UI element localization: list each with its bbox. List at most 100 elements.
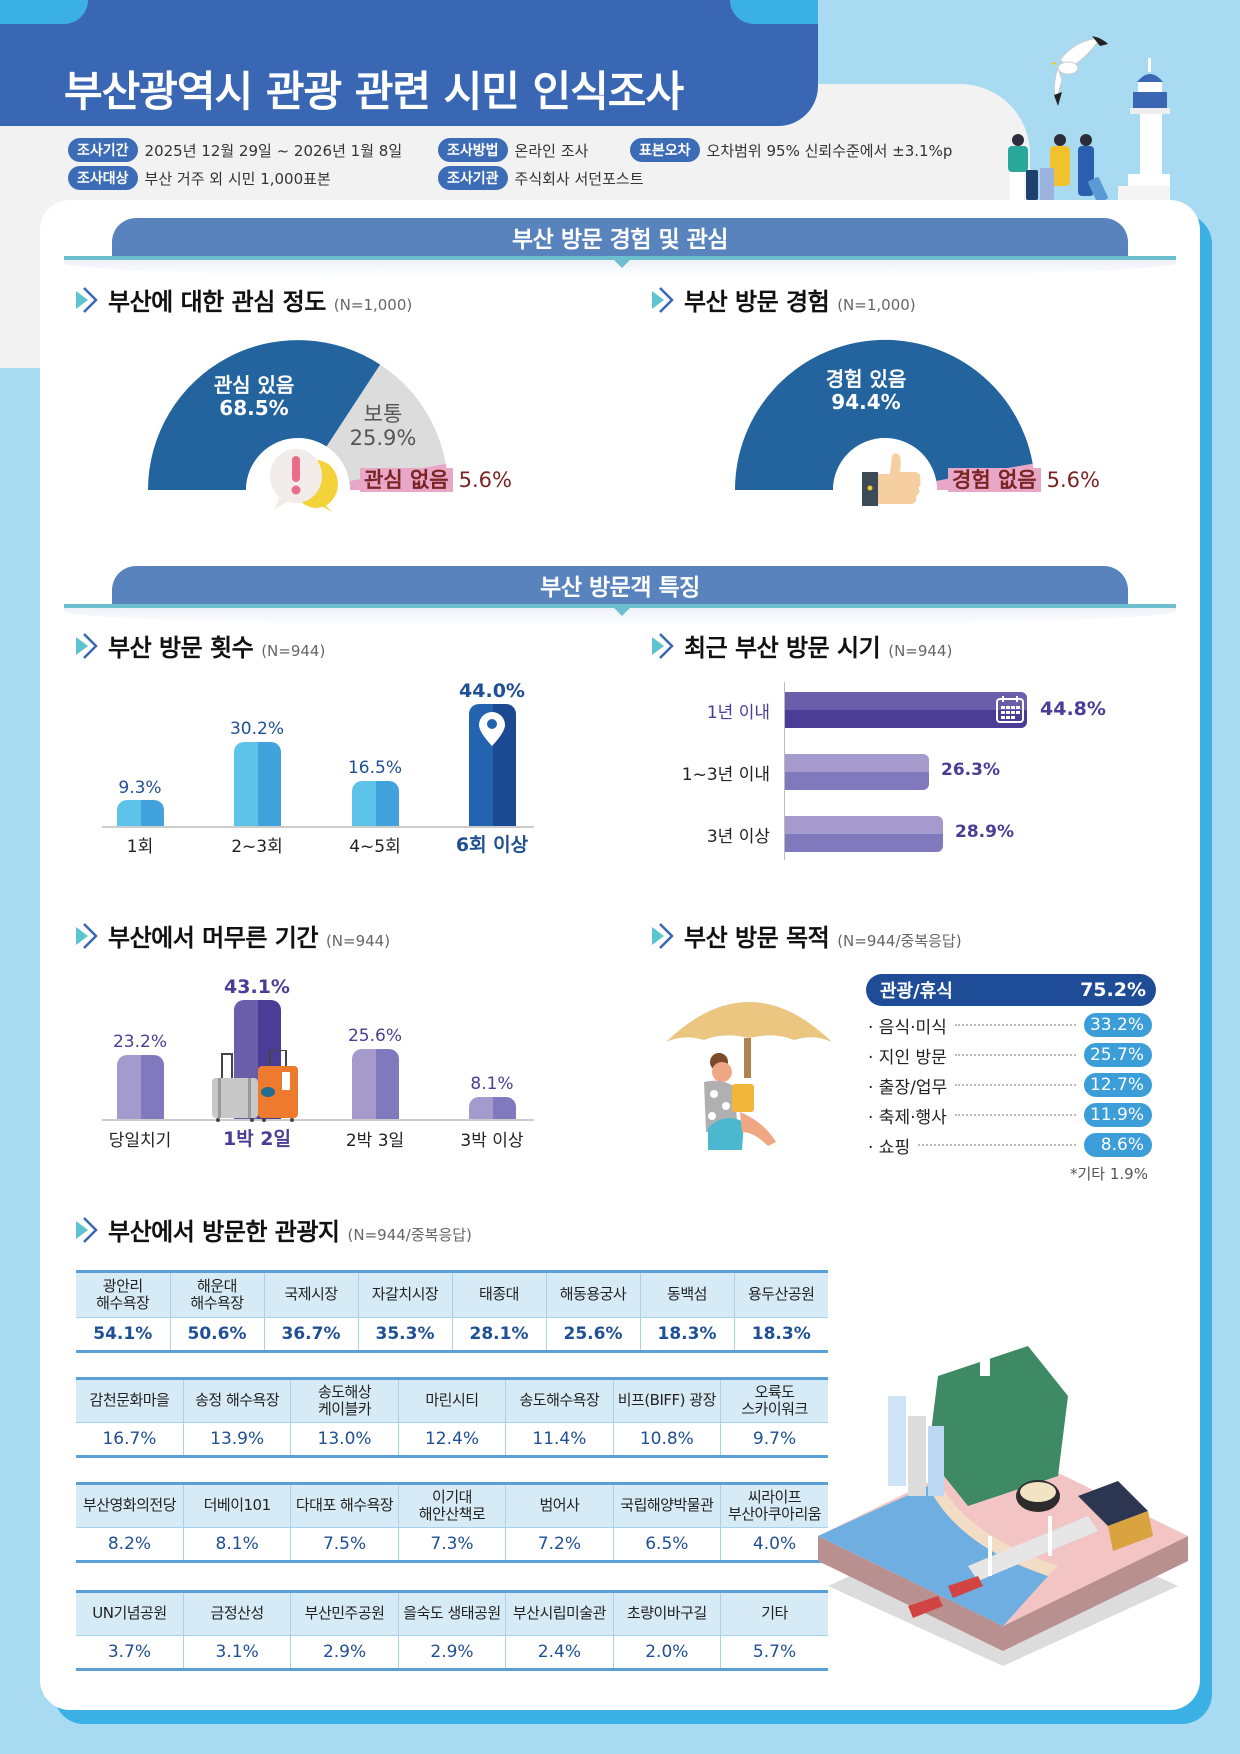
bar-1 <box>117 800 164 826</box>
bar-category: 2박 3일 <box>345 1131 405 1151</box>
section-title: 부산 방문 경험 및 관심 <box>512 227 728 253</box>
stay-bar-4 <box>469 1097 516 1119</box>
purpose-row: · 음식·미식 33.2% <box>868 1012 1152 1038</box>
bar-value: 23.2% <box>112 1032 167 1052</box>
spot-value: 50.6% <box>169 1317 264 1352</box>
spot-value: 6.5% <box>612 1527 721 1562</box>
spots-table-3: 부산영화의전당 더베이101 다대포 해수욕장 이기대 해안산책로 범어사 국립해양박물관 씨… <box>76 1482 828 1563</box>
purpose-row: · 출장/업무 12.7% <box>868 1072 1152 1098</box>
section-title: 부산 방문객 특징 <box>540 575 700 601</box>
spot-value: 13.0% <box>290 1422 399 1457</box>
bar-category-highlight: 6회 이상 <box>455 834 529 856</box>
bar-category: 2~3회 <box>231 837 283 857</box>
spot-name: 다대포 해수욕장 <box>290 1483 399 1528</box>
spot-name: 초량이바구길 <box>612 1591 721 1636</box>
recent-axis <box>784 682 785 860</box>
recent-heading: 최근 부산 방문 시기 (N=944) <box>650 628 952 663</box>
spot-value: 3.1% <box>182 1635 291 1670</box>
spot-value: 35.3% <box>357 1317 452 1352</box>
beach-umbrella-reader-illustration <box>666 1002 832 1150</box>
bar-3 <box>352 781 399 826</box>
purpose-heading: 부산 방문 목적 (N=944/중복응답) <box>650 918 962 953</box>
experience-yes-label: 경험 있음 94.4% <box>825 367 907 414</box>
spot-name: 용두산공원 <box>733 1271 828 1318</box>
interest-no-label: 관심 없음 5.6% <box>360 464 512 494</box>
chevron-right-icon <box>76 632 98 659</box>
info-method: 조사방법 온라인 조사 <box>438 138 588 162</box>
location-pin-icon <box>479 712 505 746</box>
info-value: 온라인 조사 <box>514 141 589 160</box>
info-error: 표본오차 오차범위 95% 신뢰수준에서 ±3.1%p <box>630 138 952 162</box>
title-accent <box>730 0 818 24</box>
spot-value: 11.4% <box>505 1422 614 1457</box>
bar-category: 당일치기 <box>108 1131 172 1151</box>
spot-value: 36.7% <box>263 1317 358 1352</box>
spot-name: 송도해상 케이블카 <box>290 1378 399 1423</box>
bar-value: 16.5% <box>347 758 402 778</box>
spot-value: 18.3% <box>733 1317 828 1352</box>
info-value: 주식회사 서던포스트 <box>514 169 644 188</box>
purpose-note: *기타 1.9% <box>1070 1165 1148 1183</box>
title-accent <box>0 0 88 24</box>
info-value: 2025년 12월 29일 ~ 2026년 1월 8일 <box>144 141 403 160</box>
spot-name: 부산민주공원 <box>290 1591 399 1636</box>
spot-name: 오륙도 스카이워크 <box>720 1378 828 1423</box>
spot-name: 더베이101 <box>182 1483 291 1528</box>
spot-name: 동백섬 <box>639 1271 734 1318</box>
info-agency: 조사기관 주식회사 서던포스트 <box>438 166 644 190</box>
hbar-value: 28.9% <box>955 822 1014 842</box>
spot-name: 해운대 해수욕장 <box>169 1271 264 1318</box>
spots-table-1: 광안리 해수욕장 해운대 해수욕장 국제시장 자갈치시장 태종대 해동용궁사 동백섬 용두산공원 5… <box>76 1270 828 1353</box>
spot-name: 태종대 <box>451 1271 546 1318</box>
stay-bar-3 <box>352 1049 399 1119</box>
hbar-value-highlight: 44.8% <box>1040 698 1106 720</box>
spot-value: 18.3% <box>639 1317 734 1352</box>
spot-value: 13.9% <box>182 1422 291 1457</box>
stay-bar-1 <box>117 1055 164 1119</box>
bar-category: 4~5회 <box>349 837 401 857</box>
spot-name: 해동용궁사 <box>545 1271 640 1318</box>
chevron-right-icon <box>652 286 674 313</box>
suitcases-icon <box>212 1050 298 1122</box>
purpose-row: · 지인 방문 25.7% <box>868 1042 1152 1068</box>
bar-value-highlight: 43.1% <box>224 976 290 998</box>
section-banner-visitor: 부산 방문객 특징 <box>64 566 1176 626</box>
bar-value: 25.6% <box>347 1026 402 1046</box>
spot-value: 8.2% <box>76 1527 184 1562</box>
bar-value: 9.3% <box>118 778 162 798</box>
stay-heading: 부산에서 머무른 기간 (N=944) <box>74 918 390 953</box>
experience-heading: 부산 방문 경험 (N=1,000) <box>650 282 916 317</box>
purpose-row: · 축제·행사 11.9% <box>868 1102 1152 1128</box>
spot-value: 2.9% <box>397 1635 506 1670</box>
bar-value-highlight: 44.0% <box>459 680 525 702</box>
spot-name: 광안리 해수욕장 <box>76 1271 170 1318</box>
spot-value: 12.4% <box>397 1422 506 1457</box>
spot-name: 송도해수욕장 <box>505 1378 614 1423</box>
spot-name: 이기대 해안산책로 <box>397 1483 506 1528</box>
spot-value: 10.8% <box>612 1422 721 1457</box>
spot-name: 씨라이프 부산아쿠아리움 <box>720 1483 828 1528</box>
hbar-category: 3년 이상 <box>706 827 770 847</box>
bar-value: 30.2% <box>229 719 284 739</box>
hbar-2 <box>785 754 929 790</box>
spot-value: 7.3% <box>397 1527 506 1562</box>
interest-neutral-label: 보통 25.9% <box>349 402 417 451</box>
spot-value: 5.7% <box>720 1635 828 1670</box>
section-banner-experience: 부산 방문 경험 및 관심 <box>64 218 1176 278</box>
spot-value: 54.1% <box>76 1317 170 1352</box>
visits-heading: 부산 방문 횟수 (N=944) <box>74 628 325 663</box>
hbar-value: 26.3% <box>941 760 1000 780</box>
spot-value: 9.7% <box>720 1422 828 1457</box>
bar-2 <box>234 742 281 826</box>
info-label: 조사기관 <box>438 166 508 190</box>
spot-value: 28.1% <box>451 1317 546 1352</box>
chevron-right-icon <box>76 922 98 949</box>
spot-name: 감천문화마을 <box>76 1378 184 1423</box>
purpose-row: · 쇼핑 8.6% <box>868 1132 1152 1158</box>
spot-name: 국제시장 <box>263 1271 358 1318</box>
calendar-icon <box>996 696 1024 723</box>
spots-table-2: 감천문화마을 송정 해수욕장 송도해상 케이블카 마린시티 송도해수욕장 비프(BIFF) … <box>76 1377 828 1458</box>
spot-value: 2.9% <box>290 1635 399 1670</box>
spot-name: 범어사 <box>505 1483 614 1528</box>
chevron-right-icon <box>76 286 98 313</box>
